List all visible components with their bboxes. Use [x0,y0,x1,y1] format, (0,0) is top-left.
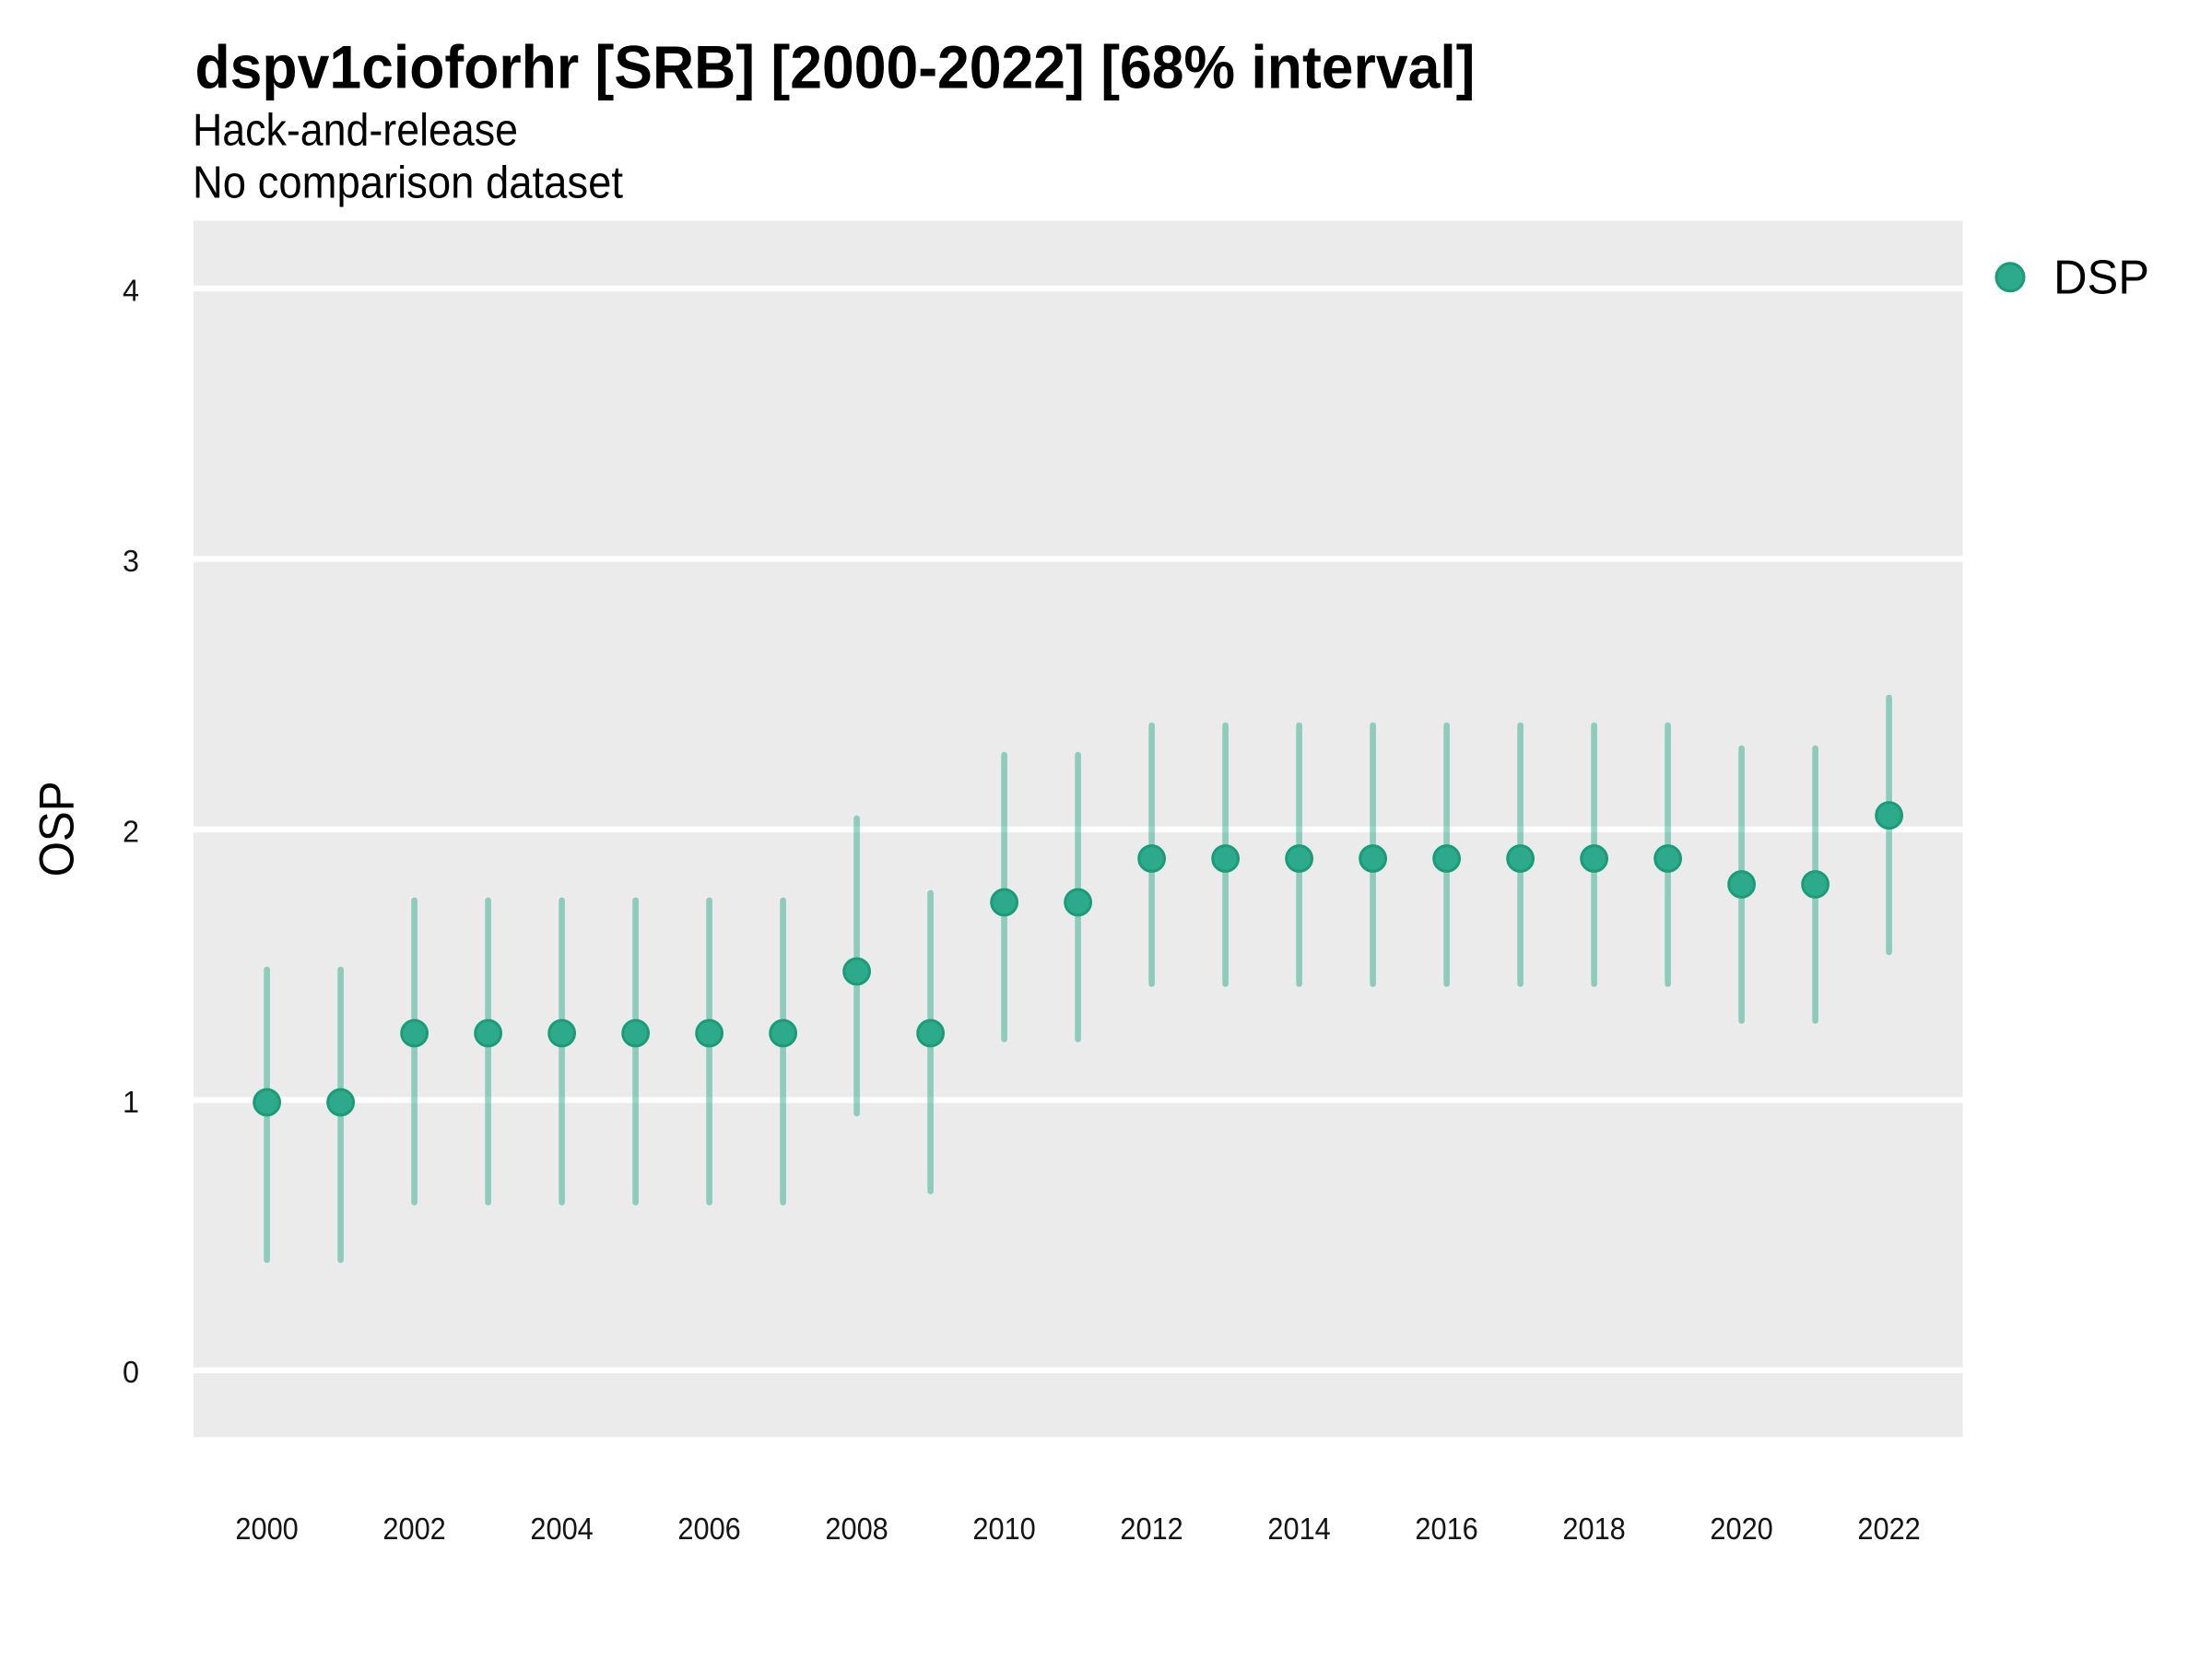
svg-text:dspv1cioforhr [SRB] [2000-2022: dspv1cioforhr [SRB] [2000-2022] [68% int… [195,33,1476,101]
svg-text:DSP: DSP [2053,252,2149,305]
svg-text:OSP: OSP [30,781,85,877]
svg-text:2: 2 [123,814,139,848]
svg-text:2018: 2018 [1562,1512,1625,1546]
svg-text:2012: 2012 [1120,1512,1182,1546]
svg-text:2010: 2010 [972,1512,1035,1546]
svg-text:2020: 2020 [1710,1512,1772,1546]
svg-text:2008: 2008 [825,1512,888,1546]
svg-text:2016: 2016 [1415,1512,1477,1546]
svg-text:1: 1 [123,1085,139,1119]
svg-text:0: 0 [123,1355,139,1389]
svg-text:4: 4 [123,273,139,307]
svg-text:2000: 2000 [235,1512,298,1546]
svg-text:2002: 2002 [382,1512,445,1546]
svg-text:2022: 2022 [1857,1512,1920,1546]
svg-text:3: 3 [123,544,139,578]
svg-text:2004: 2004 [530,1512,593,1546]
svg-text:Hack-and-release: Hack-and-release [193,106,518,156]
svg-text:2006: 2006 [677,1512,740,1546]
svg-text:2014: 2014 [1267,1512,1330,1546]
svg-text:No comparison dataset: No comparison dataset [193,158,623,207]
